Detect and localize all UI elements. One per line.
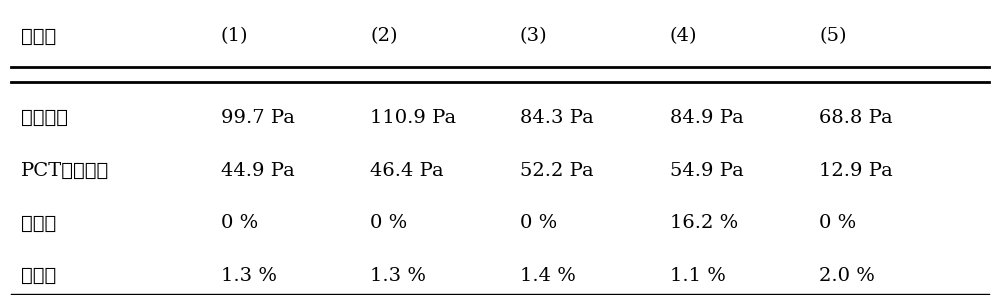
Text: 1.1 %: 1.1 % <box>670 267 725 285</box>
Text: 1.3 %: 1.3 % <box>370 267 426 285</box>
Text: 密封剂: 密封剂 <box>21 27 57 45</box>
Text: (4): (4) <box>670 27 697 45</box>
Text: PCT后的强度: PCT后的强度 <box>21 162 110 180</box>
Text: 16.2 %: 16.2 % <box>670 214 738 232</box>
Text: 吸湿率: 吸湿率 <box>21 267 57 285</box>
Text: (2): (2) <box>370 27 398 45</box>
Text: 1.3 %: 1.3 % <box>221 267 277 285</box>
Text: 44.9 Pa: 44.9 Pa <box>221 162 295 180</box>
Text: 46.4 Pa: 46.4 Pa <box>370 162 444 180</box>
Text: 0 %: 0 % <box>819 214 856 232</box>
Text: 84.9 Pa: 84.9 Pa <box>670 109 743 127</box>
Text: 52.2 Pa: 52.2 Pa <box>520 162 594 180</box>
Text: (1): (1) <box>221 27 248 45</box>
Text: 粘合强度: 粘合强度 <box>21 109 68 127</box>
Text: 溶胀率: 溶胀率 <box>21 214 57 232</box>
Text: 68.8 Pa: 68.8 Pa <box>819 109 893 127</box>
Text: (3): (3) <box>520 27 548 45</box>
Text: 54.9 Pa: 54.9 Pa <box>670 162 743 180</box>
Text: 1.4 %: 1.4 % <box>520 267 576 285</box>
Text: (5): (5) <box>819 27 847 45</box>
Text: 0 %: 0 % <box>221 214 258 232</box>
Text: 0 %: 0 % <box>370 214 408 232</box>
Text: 2.0 %: 2.0 % <box>819 267 875 285</box>
Text: 0 %: 0 % <box>520 214 557 232</box>
Text: 84.3 Pa: 84.3 Pa <box>520 109 594 127</box>
Text: 99.7 Pa: 99.7 Pa <box>221 109 295 127</box>
Text: 110.9 Pa: 110.9 Pa <box>370 109 456 127</box>
Text: 12.9 Pa: 12.9 Pa <box>819 162 893 180</box>
